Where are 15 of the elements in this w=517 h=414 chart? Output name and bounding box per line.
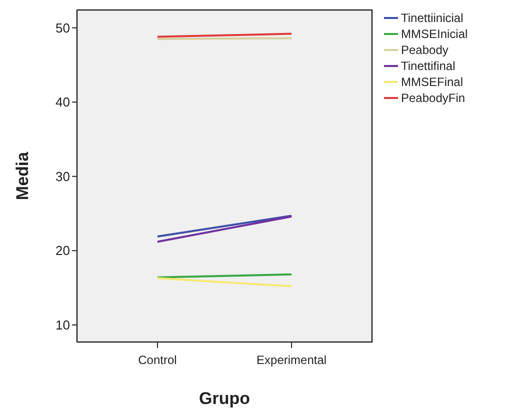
y-tick-label: 50 xyxy=(56,20,70,36)
y-tick-label: 40 xyxy=(56,94,70,110)
x-axis-title: Grupo xyxy=(199,389,250,408)
legend-label: MMSEInicial xyxy=(401,27,468,42)
x-tick-label: Control xyxy=(138,353,177,367)
legend-label: Tinettifinal xyxy=(401,59,456,74)
y-axis-title: Media xyxy=(13,151,32,200)
y-tick-label: 30 xyxy=(56,168,70,184)
legend-label: MMSEFinal xyxy=(401,75,464,90)
legend-label: Tinettiinicial xyxy=(401,11,464,26)
legend-label: PeabodyFin xyxy=(401,91,466,106)
y-tick-label: 20 xyxy=(56,243,70,258)
y-tick-label: 10 xyxy=(56,317,70,332)
x-tick-label: Experimental xyxy=(256,353,327,367)
legend-label: Peabody xyxy=(401,43,448,58)
